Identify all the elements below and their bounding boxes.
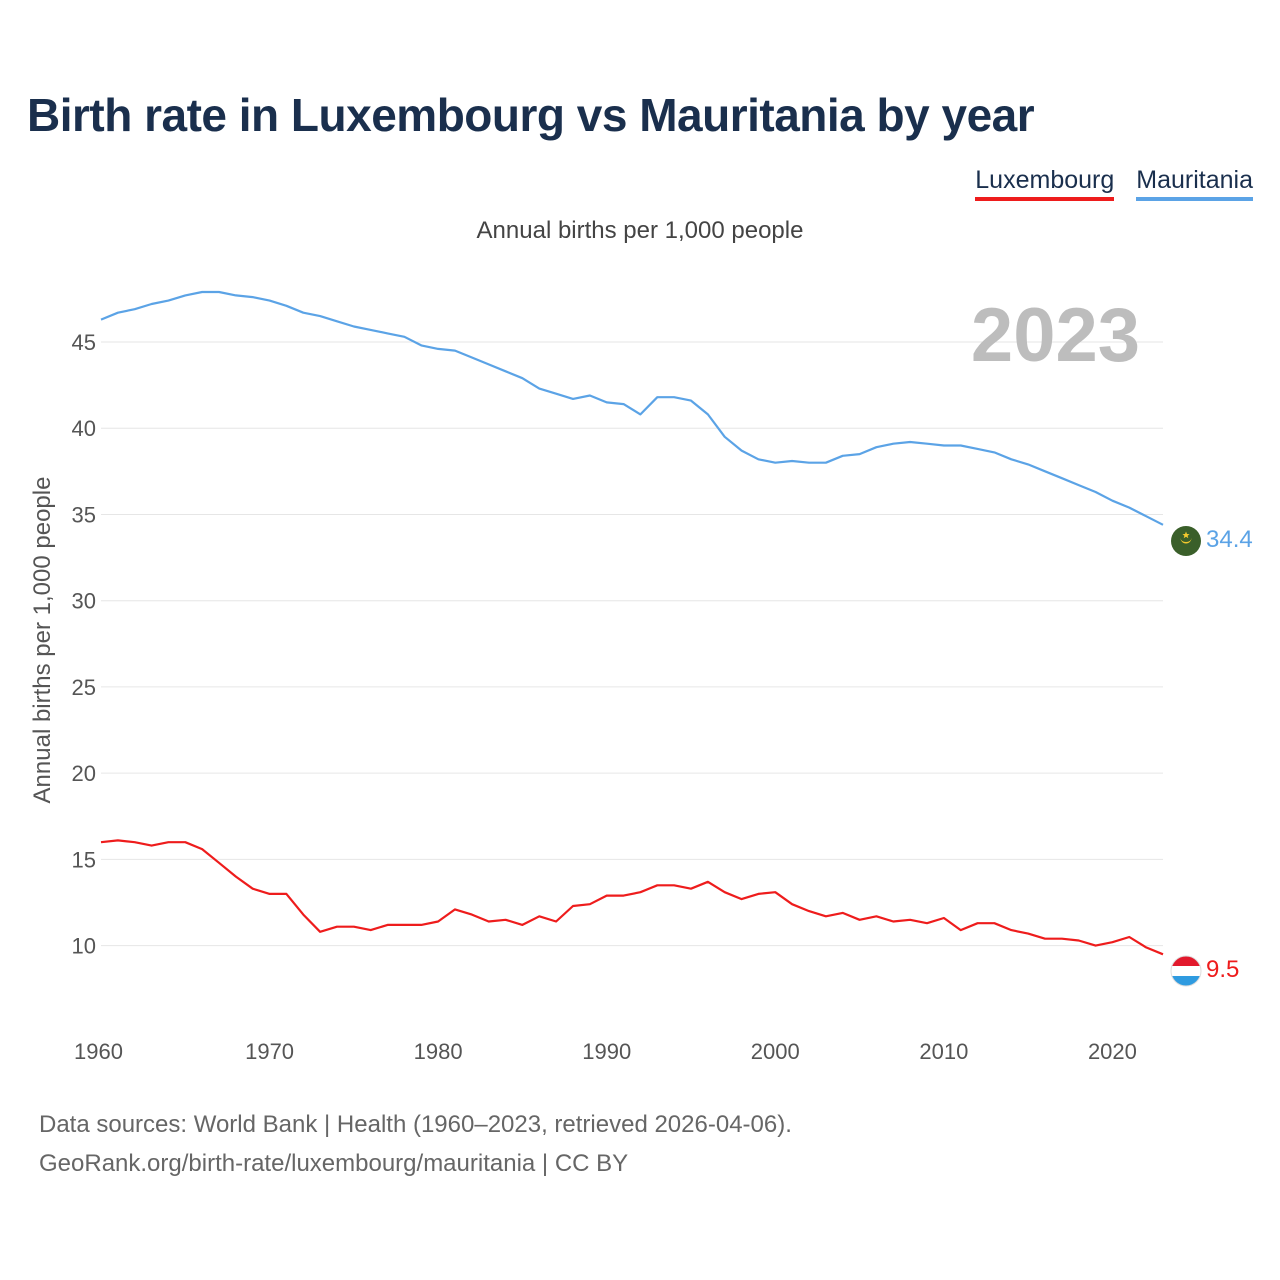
y-tick-label-20: 20 <box>72 761 96 786</box>
y-axis-ticks: 10 15 20 25 30 35 40 45 <box>72 330 96 959</box>
chart-subtitle: Annual births per 1,000 people <box>476 217 804 244</box>
series-line-luxembourg <box>100 839 1164 956</box>
y-tick-label-25: 25 <box>72 675 96 700</box>
luxembourg-end-value: 9.5 <box>1206 956 1239 983</box>
series-lines <box>100 290 1164 956</box>
mauritania-end-value: 34.4 <box>1206 526 1253 553</box>
legend-item-luxembourg[interactable]: Luxembourg <box>975 166 1115 201</box>
footer-link[interactable]: GeoRank.org/birth-rate/luxembourg/maurit… <box>39 1150 629 1177</box>
y-tick-label-10: 10 <box>72 934 96 959</box>
y-tick-label-40: 40 <box>72 416 96 441</box>
legend-item-mauritania[interactable]: Mauritania <box>1136 166 1253 201</box>
y-tick-label-45: 45 <box>72 330 96 355</box>
x-tick-label-1960: 1960 <box>74 1039 123 1064</box>
footer: Data sources: World Bank | Health (1960–… <box>39 1105 792 1183</box>
luxembourg-flag-icon <box>1170 955 1202 987</box>
x-tick-label-1990: 1990 <box>582 1039 631 1064</box>
footer-source: Data sources: World Bank | Health (1960–… <box>39 1111 792 1138</box>
gridlines <box>101 341 1163 947</box>
series-line-mauritania <box>100 290 1164 526</box>
x-tick-label-1970: 1970 <box>245 1039 294 1064</box>
y-tick-label-15: 15 <box>72 847 96 872</box>
x-tick-label-2020: 2020 <box>1088 1039 1137 1064</box>
x-axis-ticks: 1960 1970 1980 1990 2000 2010 2020 <box>74 1039 1137 1064</box>
y-tick-label-30: 30 <box>72 589 96 614</box>
legend: Luxembourg Mauritania <box>975 166 1253 201</box>
x-tick-label-2000: 2000 <box>751 1039 800 1064</box>
mauritania-flag-icon <box>1171 526 1201 556</box>
page-title: Birth rate in Luxembourg vs Mauritania b… <box>27 89 1035 141</box>
y-tick-label-35: 35 <box>72 502 96 527</box>
y-axis-label: Annual births per 1,000 people <box>29 477 56 804</box>
x-tick-label-1980: 1980 <box>414 1039 463 1064</box>
x-tick-label-2010: 2010 <box>919 1039 968 1064</box>
year-watermark: 2023 <box>971 293 1140 378</box>
